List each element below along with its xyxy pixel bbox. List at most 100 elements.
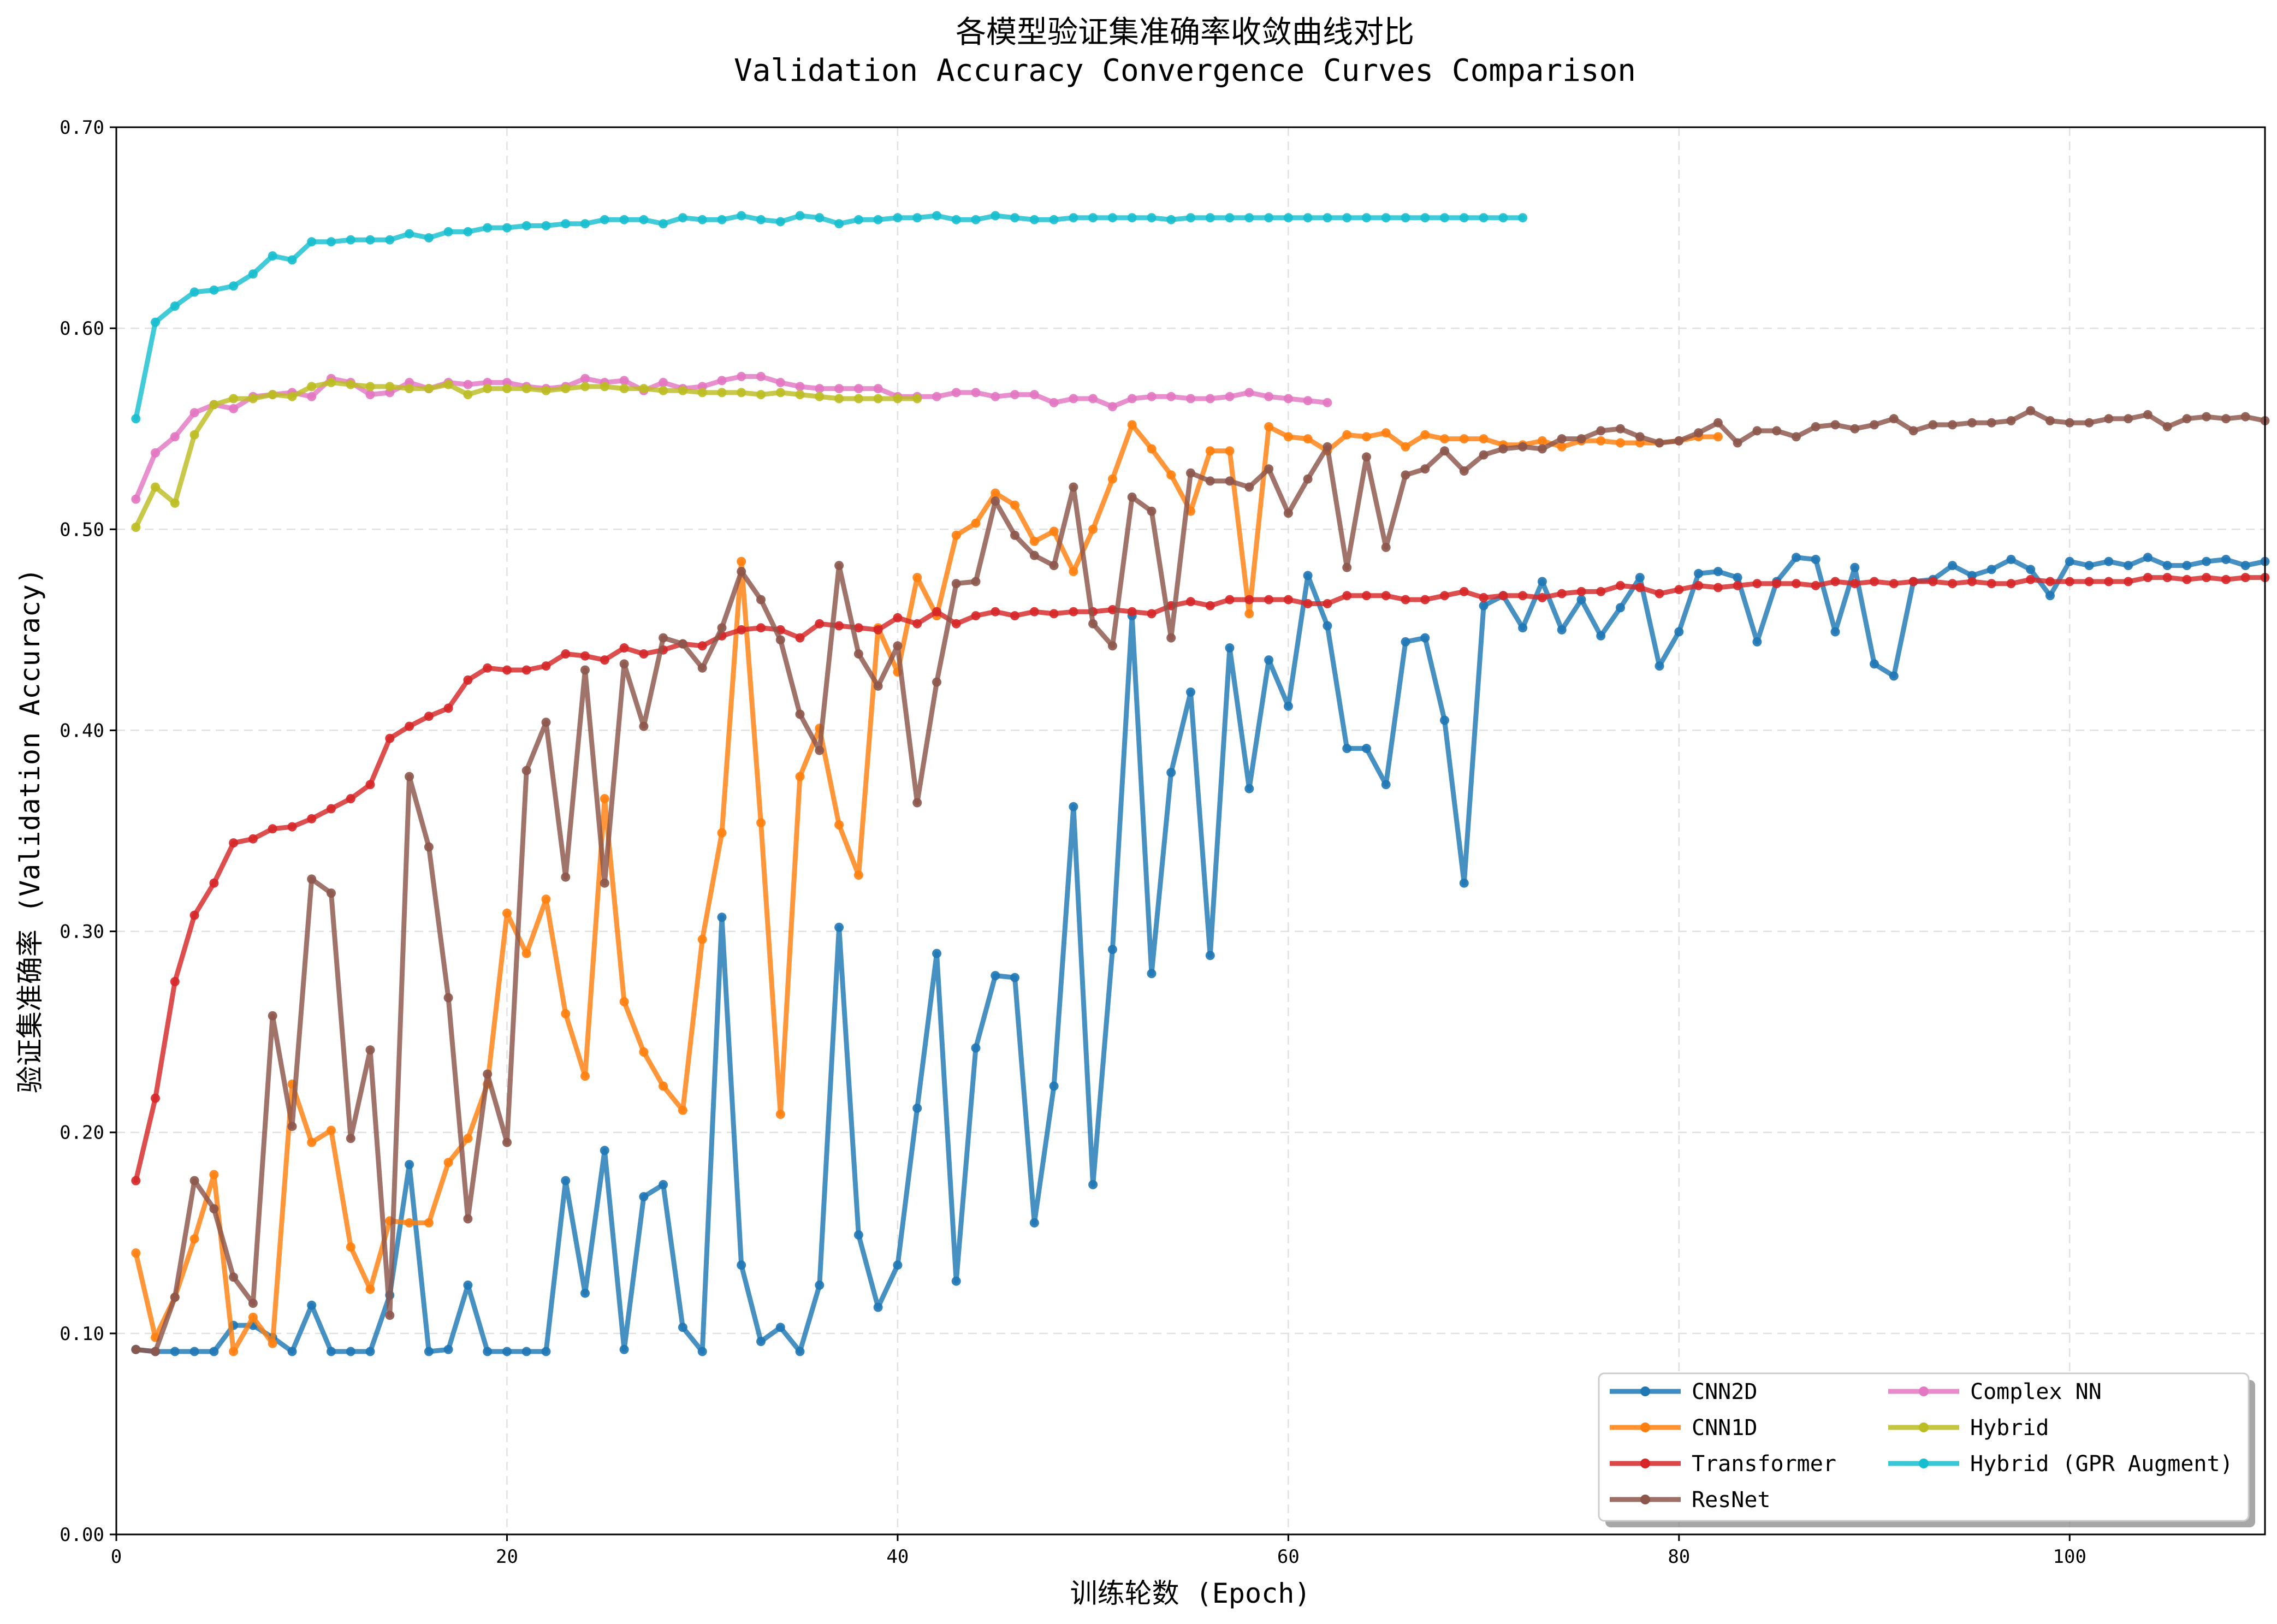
- data-point: [834, 394, 844, 404]
- data-point: [1127, 607, 1137, 617]
- data-point: [678, 1105, 687, 1115]
- data-point: [1811, 555, 1821, 564]
- data-point: [717, 623, 727, 633]
- data-point: [1381, 780, 1391, 790]
- data-point: [209, 400, 219, 410]
- data-point: [151, 1093, 160, 1103]
- data-point: [600, 794, 609, 804]
- x-tick-label: 100: [2053, 1546, 2086, 1568]
- data-point: [327, 804, 336, 814]
- data-point: [1147, 444, 1157, 454]
- data-point: [151, 482, 160, 492]
- data-point: [1967, 418, 1977, 428]
- data-point: [1010, 611, 1019, 621]
- data-point: [1069, 394, 1078, 404]
- data-point: [659, 386, 668, 395]
- data-point: [697, 388, 707, 398]
- data-point: [1166, 633, 1176, 643]
- data-point: [697, 663, 707, 673]
- data-point: [1420, 430, 1430, 440]
- data-point: [1381, 428, 1391, 438]
- data-point: [1362, 452, 1371, 462]
- data-point: [1069, 802, 1078, 811]
- data-point: [639, 384, 649, 394]
- data-point: [2162, 561, 2172, 571]
- data-point: [268, 1338, 277, 1348]
- data-point: [307, 1137, 317, 1147]
- data-point: [424, 1347, 434, 1356]
- data-point: [1733, 438, 1742, 448]
- data-point: [580, 665, 590, 675]
- data-point: [853, 623, 863, 633]
- data-point: [2065, 556, 2074, 566]
- data-point: [307, 382, 317, 392]
- data-point: [1557, 442, 1567, 452]
- data-point: [1186, 213, 1195, 223]
- data-point: [1635, 573, 1645, 583]
- data-point: [971, 577, 981, 586]
- data-point: [346, 1242, 355, 1252]
- data-point: [775, 217, 785, 227]
- data-point: [580, 374, 590, 383]
- data-point: [853, 649, 863, 659]
- data-point: [991, 971, 1000, 981]
- data-point: [795, 211, 805, 221]
- data-point: [2084, 561, 2094, 571]
- data-point: [1576, 595, 1586, 604]
- data-point: [1186, 597, 1195, 607]
- data-point: [1088, 213, 1098, 223]
- data-point: [2084, 577, 2094, 586]
- y-tick-label: 0.70: [60, 117, 104, 139]
- data-point: [463, 1134, 473, 1143]
- data-point: [951, 579, 961, 589]
- data-point: [1537, 436, 1547, 446]
- data-point: [1381, 542, 1391, 552]
- legend-label: CNN2D: [1692, 1379, 1757, 1404]
- y-tick-label: 0.40: [60, 720, 104, 742]
- data-point: [189, 1176, 199, 1186]
- data-point: [365, 382, 375, 392]
- data-point: [307, 237, 317, 247]
- data-point: [873, 384, 883, 394]
- data-point: [541, 386, 551, 395]
- data-point: [756, 818, 766, 828]
- data-point: [327, 888, 336, 898]
- data-point: [483, 663, 493, 673]
- data-point: [131, 494, 141, 504]
- data-point: [1498, 213, 1508, 223]
- data-point: [737, 372, 746, 381]
- data-point: [893, 394, 903, 404]
- data-point: [1205, 601, 1215, 611]
- data-point: [170, 1347, 180, 1356]
- data-point: [248, 1299, 258, 1308]
- data-point: [1244, 388, 1254, 398]
- data-point: [268, 251, 277, 261]
- data-point: [346, 380, 355, 389]
- y-tick-label: 0.10: [60, 1323, 104, 1345]
- data-point: [1069, 567, 1078, 577]
- series-hybrid: [131, 378, 922, 532]
- data-point: [1655, 589, 1664, 598]
- data-point: [502, 1137, 512, 1147]
- data-point: [307, 874, 317, 884]
- data-point: [561, 1176, 571, 1186]
- data-point: [932, 949, 941, 958]
- data-point: [1166, 470, 1176, 480]
- legend-swatch-marker: [1640, 1423, 1650, 1432]
- data-point: [405, 1160, 414, 1170]
- data-point: [541, 661, 551, 671]
- data-point: [2202, 412, 2211, 422]
- data-point: [775, 388, 785, 398]
- data-point: [1323, 599, 1332, 608]
- data-point: [853, 1230, 863, 1240]
- data-point: [248, 269, 258, 279]
- data-point: [717, 215, 727, 224]
- legend-entry: Hybrid (GPR Augment): [1888, 1451, 2233, 1477]
- data-point: [1792, 579, 1801, 589]
- data-point: [815, 619, 825, 629]
- data-point: [834, 219, 844, 229]
- data-point: [2026, 574, 2036, 584]
- data-point: [1323, 398, 1332, 407]
- x-tick-label: 60: [1277, 1546, 1300, 1568]
- data-point: [248, 834, 258, 844]
